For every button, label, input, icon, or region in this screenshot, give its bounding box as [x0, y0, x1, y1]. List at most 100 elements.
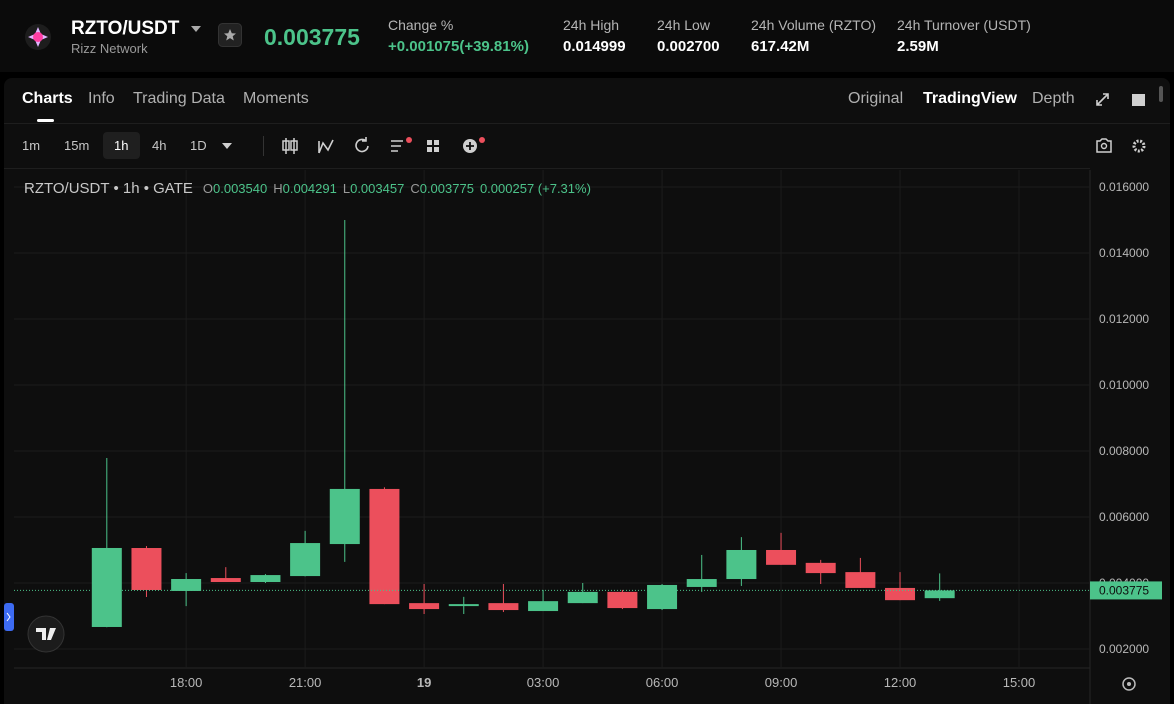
candle-body [171, 578, 202, 591]
legend-key: C [410, 181, 419, 196]
candle-body [845, 572, 876, 588]
legend-value: 0.004291 [283, 181, 337, 196]
last-price-tag [1090, 581, 1162, 600]
stat-label: Change % [388, 17, 454, 33]
view-option[interactable]: Depth [1032, 90, 1075, 107]
legend-key: O [203, 181, 213, 196]
y-tick-label: 0.016000 [1099, 180, 1149, 194]
maximize-icon[interactable] [1132, 94, 1145, 106]
y-tick-label: 0.010000 [1099, 378, 1149, 392]
stat-value: 0.002700 [657, 38, 720, 55]
stat-label: 24h Volume (RZTO) [751, 17, 877, 33]
interval-button[interactable]: 4h [152, 138, 167, 153]
candle-body [448, 604, 479, 607]
divider [4, 123, 1170, 124]
template-icon[interactable] [391, 140, 403, 152]
stat-value: 617.42M [751, 38, 810, 55]
tab[interactable]: Charts [22, 90, 73, 107]
candle-body [805, 562, 836, 574]
x-tick-label: 19 [417, 675, 431, 690]
badge [406, 137, 412, 143]
replay-icon[interactable] [355, 137, 369, 153]
legend-change: 0.000257 (+7.31%) [480, 181, 591, 196]
candle-body [409, 603, 440, 610]
ticker-bar: RZTO/USDT Rizz Network 0.003775 Change %… [0, 0, 1174, 72]
add-plus [466, 142, 474, 150]
candle-body [369, 488, 400, 605]
y-tick-label: 0.006000 [1099, 510, 1149, 524]
y-tick-label: 0.002000 [1099, 642, 1149, 656]
interval-button[interactable]: 15m [64, 138, 90, 153]
scrollbar [1159, 86, 1163, 102]
legend-symbol: RZTO/USDT • 1h • GATE [24, 180, 193, 197]
candle-body [528, 601, 559, 612]
x-tick-label: 09:00 [765, 675, 798, 690]
candle-body [250, 575, 281, 583]
stat-label: 24h High [563, 17, 620, 33]
token-logo [25, 24, 51, 50]
y-tick-label: 0.014000 [1099, 246, 1149, 260]
stat-label: 24h Turnover (USDT) [897, 17, 1031, 33]
x-tick-label: 15:00 [1003, 675, 1036, 690]
legend-key: H [273, 181, 282, 196]
toolbar-icons [222, 86, 1163, 154]
tab[interactable]: Moments [243, 90, 309, 107]
side-handle[interactable] [4, 603, 14, 631]
candle-type-icon[interactable] [282, 138, 298, 154]
layout-icon[interactable] [427, 140, 439, 152]
view-option[interactable]: Original [848, 90, 904, 107]
screenshot-icon[interactable] [1096, 138, 1112, 153]
x-tick-label: 03:00 [527, 675, 560, 690]
stat-label: 24h Low [657, 17, 710, 33]
toolbar-separator [263, 136, 264, 156]
interval-dropdown[interactable] [222, 143, 232, 149]
candle-body [647, 584, 678, 610]
legend-value: 0.003775 [420, 181, 474, 196]
y-tick-label: 0.008000 [1099, 444, 1149, 458]
indicator-icon[interactable] [318, 139, 334, 154]
tab[interactable]: Info [88, 90, 115, 107]
interval-highlight [103, 132, 140, 159]
candle-body [924, 590, 955, 599]
candle-body [607, 591, 638, 609]
candle-body [567, 591, 598, 604]
candle-body [726, 549, 757, 580]
settings-icon[interactable] [1132, 139, 1146, 153]
axis-settings[interactable] [1122, 677, 1136, 691]
candle-body [290, 543, 321, 577]
candle-body [885, 587, 916, 601]
x-tick-label: 21:00 [289, 675, 322, 690]
pair-dropdown[interactable] [190, 24, 202, 34]
candle-body [210, 578, 241, 583]
legend-value: 0.003457 [350, 181, 404, 196]
legend-value: 0.003540 [213, 181, 267, 196]
x-tick-label: 12:00 [884, 675, 917, 690]
interval-button[interactable]: 1h [114, 138, 129, 153]
last-price-label: 0.003775 [1099, 583, 1149, 597]
side-handle-arrow [6, 612, 11, 622]
badge [479, 137, 485, 143]
interval-button[interactable]: 1D [190, 138, 207, 153]
tab-underline [37, 119, 54, 122]
view-option[interactable]: TradingView [923, 90, 1017, 107]
stat-value: +0.001075(+39.81%) [388, 38, 529, 55]
x-tick-label: 18:00 [170, 675, 203, 690]
candle-body [488, 603, 519, 611]
fullscreen-icon[interactable] [1096, 93, 1109, 106]
candle-body [91, 547, 122, 627]
candle-body [766, 549, 797, 565]
last-price: 0.003775 [264, 24, 360, 50]
tab[interactable]: Trading Data [133, 90, 225, 107]
y-tick-label: 0.012000 [1099, 312, 1149, 326]
stat-value: 2.59M [897, 38, 939, 55]
legend-key: L [343, 181, 350, 196]
candle-body [686, 579, 717, 587]
interval-button[interactable]: 1m [22, 138, 41, 153]
pair-name: RZTO/USDT [71, 18, 180, 39]
stat-value: 0.014999 [563, 38, 626, 55]
favorite-button[interactable] [218, 23, 242, 47]
candle-body [131, 548, 162, 590]
axis-settings-dot [1127, 682, 1131, 686]
candle-body [329, 488, 360, 545]
